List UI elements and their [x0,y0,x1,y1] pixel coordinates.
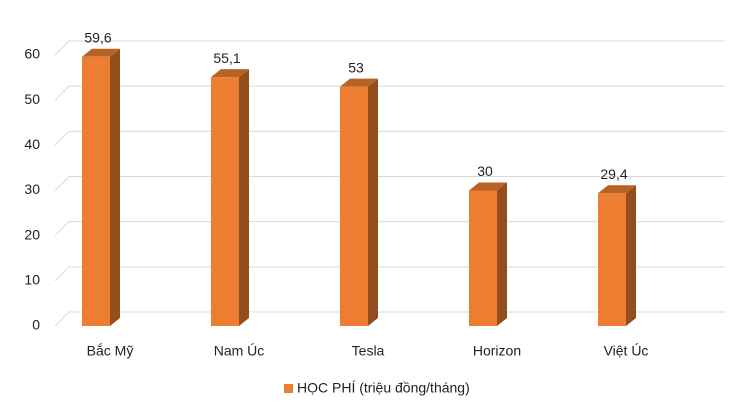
bar [211,69,249,327]
bar-side [110,48,120,326]
bar-front [340,86,368,326]
x-tick-label: Việt Úc [604,343,649,359]
y-tick-label: 30 [24,181,40,197]
x-tick-label: Nam Úc [214,343,265,359]
data-label: 53 [348,59,364,75]
y-tick-label: 20 [24,226,40,242]
grid-line [54,176,725,191]
bar [340,78,378,326]
bar-front [469,190,497,326]
data-label: 29,4 [600,166,627,182]
bar [82,48,120,326]
legend-swatch [284,384,293,393]
bar-top [82,48,120,57]
grid-line [54,40,725,56]
bar-top [469,182,507,191]
x-tick-label: Horizon [473,343,521,359]
bar-side [239,69,249,327]
bar [598,185,636,326]
bar-front [598,193,626,326]
y-tick-label: 50 [24,91,40,107]
bar-side [497,182,507,326]
y-tick-label: 10 [24,272,40,288]
bar-side [626,185,636,326]
grid-line [54,130,725,146]
x-tick-label: Tesla [352,343,385,359]
bar-top [340,78,378,87]
legend-label: HỌC PHÍ (triệu đồng/tháng) [297,380,470,396]
bar-top [211,69,249,78]
data-label: 59,6 [84,30,111,46]
data-label: 30 [477,163,493,179]
bar [469,182,507,326]
grid-line [54,85,725,101]
bar-top [598,185,636,194]
bar-front [82,56,110,326]
bar-front [211,77,239,326]
data-label: 55,1 [213,50,240,66]
x-tick-label: Bắc Mỹ [87,343,134,359]
y-tick-label: 40 [24,136,40,152]
bar-side [368,78,378,326]
y-tick-label: 60 [24,46,40,62]
y-tick-label: 0 [32,317,40,333]
